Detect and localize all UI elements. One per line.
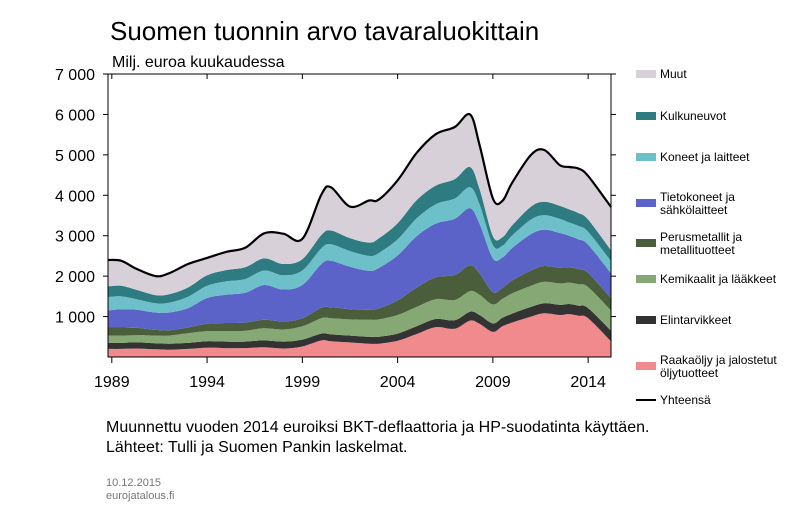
area-koneet-ja-laitteet [108, 187, 611, 313]
y-tick-label: 3 000 [55, 229, 95, 246]
area-elintarvikkeet [108, 303, 611, 350]
x-tick-label: 2009 [475, 374, 511, 391]
y-tick-label: 6 000 [55, 107, 95, 124]
legend-label: metallituotteet [660, 243, 735, 257]
area-tietokoneet-ja-sahkolaitteet [108, 208, 611, 331]
legend-swatch [636, 112, 656, 120]
y-tick-label: 1 000 [55, 310, 95, 327]
area-muut [108, 113, 611, 296]
axes: 1 000 2 000 3 000 4 000 5 000 6 000 7 000 1989 1… [55, 67, 616, 391]
publication-date: 10.12.2015 [106, 477, 161, 489]
area-raakaoljy-ja-jalostetut-oljytuotteet [108, 313, 611, 357]
area-perusmetallit-ja-metallituotteet [108, 265, 611, 336]
legend-label: Elintarvikkeet [660, 313, 732, 327]
y-tick-label: 2 000 [55, 269, 95, 286]
legend-label: Perusmetallit ja [660, 230, 742, 244]
chart-title: Suomen tuonnin arvo tavaraluokittain [110, 16, 539, 46]
plot-area [107, 112, 612, 357]
legend-swatch [636, 70, 656, 78]
legend-label: Kemikaalit ja lääkkeet [660, 272, 777, 286]
plot-frame [107, 73, 612, 358]
x-tick-label: 1999 [285, 374, 321, 391]
total-line [107, 112, 612, 278]
legend: Muut Kulkuneuvot Koneet ja laitteet Tietoko… [636, 67, 777, 407]
legend-swatch [636, 362, 656, 370]
area-kemikaalit-ja-laakkeet [108, 281, 611, 344]
legend-swatch [636, 316, 656, 324]
legend-label: Koneet ja laitteet [660, 150, 750, 164]
x-tick-label: 2004 [380, 374, 416, 391]
legend-label: Muut [660, 67, 687, 81]
legend-swatch [636, 239, 656, 247]
legend-swatch [636, 275, 656, 283]
legend-label: öljytuotteet [660, 366, 719, 380]
footnote-line-2: Lähteet: Tulli ja Suomen Pankin laskelma… [106, 439, 408, 456]
y-axis-label: Milj. euroa kuukaudessa [112, 54, 285, 71]
footnote-line-1: Muunnettu vuoden 2014 euroiksi BKT-defla… [106, 419, 649, 436]
legend-swatch [636, 153, 656, 161]
area-kulkuneuvot [108, 166, 611, 304]
legend-swatch [636, 199, 656, 207]
y-tick-label: 4 000 [55, 188, 95, 205]
source-site: eurojatalous.fi [106, 490, 175, 502]
legend-label: Raakaöljy ja jalostetut [660, 353, 777, 367]
y-tick-label: 7 000 [55, 67, 95, 84]
legend-label: Kulkuneuvot [660, 109, 727, 123]
x-tick-label: 2014 [570, 374, 606, 391]
legend-label: Tietokoneet ja [660, 190, 735, 204]
legend-label: sähkölaitteet [660, 203, 728, 217]
legend-label: Yhteensä [660, 393, 711, 407]
y-tick-label: 5 000 [55, 148, 95, 165]
x-tick-label: 1994 [189, 374, 225, 391]
x-tick-label: 1989 [94, 374, 130, 391]
